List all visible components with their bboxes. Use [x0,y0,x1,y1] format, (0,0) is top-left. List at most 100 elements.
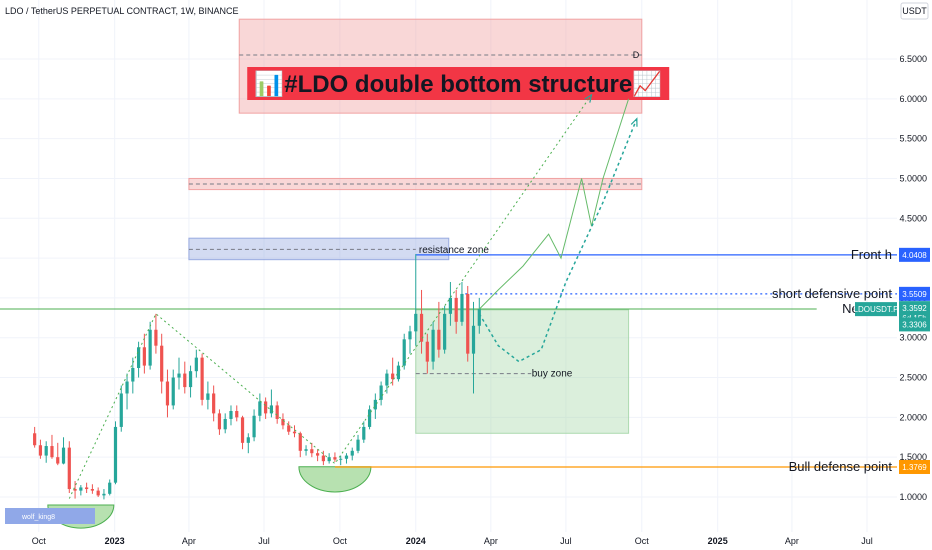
candle-body [471,325,476,354]
candle-body [154,329,158,346]
candle-body [212,393,216,414]
candle-body [142,347,146,366]
candle-body [183,373,187,388]
x-axis[interactable]: Oct 2023 Apr Jul Oct 2024 Apr Jul Oct 2025 Apr Jul [32,536,873,546]
level-price-badge [899,459,930,474]
symbol-badge-text: LDOUSDT.P [854,305,899,314]
candle-body [269,405,274,414]
candle-body [408,331,412,340]
zone-label: resistance zone [419,245,489,256]
candle-body [223,418,227,430]
candle-body [281,418,285,426]
y-tick-label: 6.5000 [899,54,927,64]
candle-body [206,393,210,400]
watermark-label: wolf_king8 [21,514,55,521]
candle-body [33,433,37,446]
candle-body [402,339,406,366]
x-tick-label: Oct [32,536,47,546]
candle-body [44,446,48,456]
level-label: Bull defense point [789,459,893,474]
candle-body [443,313,447,350]
candle-body [85,487,89,490]
candle-body [79,487,83,491]
candle-body [200,357,204,400]
candle-body [125,381,129,394]
chart-title: LDO / TetherUS PERPETUAL CONTRACT, 1W, B… [5,6,239,16]
candle-body [102,493,106,496]
candle-body [148,329,152,366]
candle-body [333,457,337,460]
candle-body [431,329,435,362]
candle-body [379,385,383,400]
zone-label: buy zone [532,369,573,380]
x-tick-label: 2025 [708,536,728,546]
candle-body [350,450,354,456]
y-tick-label: 1.5000 [899,452,927,462]
candle-body [310,449,314,454]
candle-body [414,313,418,332]
y-tick-label: 3.0000 [899,333,927,343]
candle-body [275,405,279,419]
x-tick-label: Apr [785,536,799,546]
candle-body [50,446,54,458]
y-axis[interactable]: 1.00001.50002.00002.50003.00003.50004.00… [854,54,930,502]
level-price-badge [899,247,930,262]
y-tick-label: 5.0000 [899,173,927,183]
candle-body [160,345,164,382]
x-tick-label: Jul [560,536,572,546]
level-label: Front h [851,247,892,262]
candle-body [391,373,395,380]
candle-body [136,347,141,368]
candle-body [425,341,429,362]
candle-body [252,415,256,438]
candle-body [96,490,100,496]
bottom-arc [298,466,372,493]
candle-body [292,431,297,434]
last-price-text: 3.3592 [902,304,927,313]
y-tick-label: 4.5000 [899,213,927,223]
currency-badge[interactable] [900,2,929,20]
candle-body [362,426,366,440]
candle-body [344,455,349,459]
level-price-text: 1.3769 [902,463,927,472]
candle-body [217,413,222,430]
candle-body [448,297,453,314]
prev-price-badge [899,317,930,332]
projection-path-dotted [478,118,638,363]
candle-body [246,437,250,443]
candle-body [385,373,389,386]
y-tick-label: 5.5000 [899,134,927,144]
candle-body [460,293,464,322]
candle-body [287,425,291,432]
candle-body [177,373,181,378]
candle-body [56,457,60,464]
candle-body [367,409,372,427]
candle-body [258,401,262,416]
level-price-text: 4.0408 [902,251,927,260]
arrow-head [630,117,638,127]
x-tick-label: 2023 [105,536,125,546]
x-tick-label: Apr [182,536,196,546]
zone-rect [415,309,630,434]
candle-body [356,439,360,451]
y-tick-label: 1.0000 [899,492,927,502]
double-bottom-path [68,94,592,499]
candle-body [304,449,308,451]
chart-zones: resistance zone buy zone D 📊#LDO double bot… [188,18,670,434]
candle-body [73,489,77,491]
candle-body [38,445,43,456]
level-label: short defensive point [772,286,892,301]
candle-body [67,447,71,490]
x-tick-label: Jul [258,536,270,546]
candle-body [194,357,198,372]
y-tick-label: 6.0000 [899,94,927,104]
banner-title: 📊#LDO double bottom structure📈 [254,70,662,98]
candle-body [90,489,94,491]
prev-price-text: 3.3306 [902,320,927,329]
candle-body [165,381,170,406]
watermark-box [5,508,95,524]
candle-body [339,458,343,460]
candle-body [321,455,325,462]
